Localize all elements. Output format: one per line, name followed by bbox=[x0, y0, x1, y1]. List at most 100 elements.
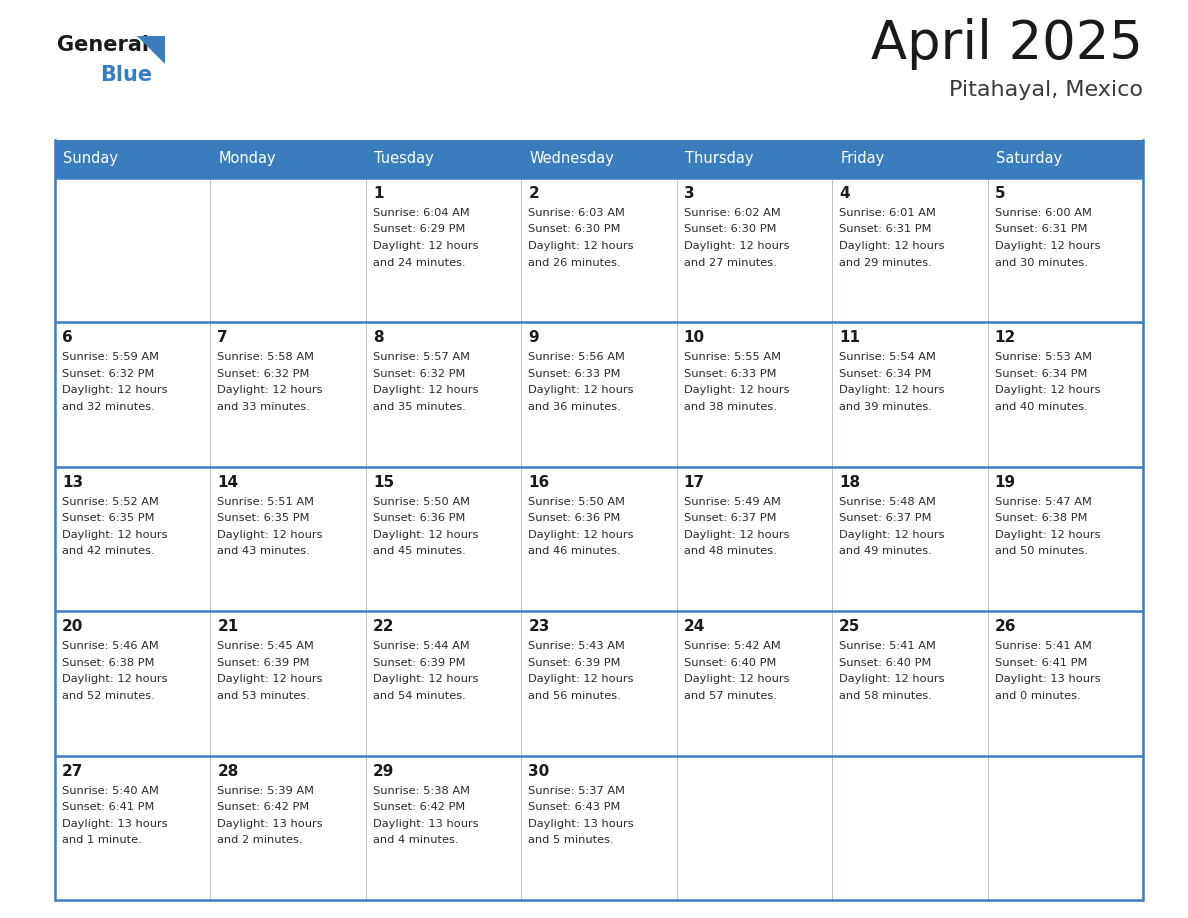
Text: 5: 5 bbox=[994, 186, 1005, 201]
Text: Daylight: 12 hours: Daylight: 12 hours bbox=[684, 386, 789, 396]
Bar bbox=[522, 322, 677, 466]
Text: 21: 21 bbox=[217, 620, 239, 634]
Text: and 50 minutes.: and 50 minutes. bbox=[994, 546, 1087, 556]
Text: Sunset: 6:43 PM: Sunset: 6:43 PM bbox=[529, 802, 620, 812]
Text: and 27 minutes.: and 27 minutes. bbox=[684, 258, 777, 267]
Bar bbox=[987, 322, 1143, 466]
Text: Monday: Monday bbox=[219, 151, 276, 166]
Text: Daylight: 12 hours: Daylight: 12 hours bbox=[839, 241, 944, 251]
Text: Sunrise: 5:58 AM: Sunrise: 5:58 AM bbox=[217, 353, 315, 363]
Text: Daylight: 12 hours: Daylight: 12 hours bbox=[62, 386, 168, 396]
Text: 19: 19 bbox=[994, 475, 1016, 490]
Text: Sunset: 6:33 PM: Sunset: 6:33 PM bbox=[684, 369, 776, 379]
Bar bbox=[677, 756, 832, 900]
Bar bbox=[210, 178, 366, 322]
Bar bbox=[366, 140, 522, 178]
Text: Sunset: 6:31 PM: Sunset: 6:31 PM bbox=[839, 225, 931, 234]
Text: Sunset: 6:40 PM: Sunset: 6:40 PM bbox=[839, 657, 931, 667]
Text: and 46 minutes.: and 46 minutes. bbox=[529, 546, 621, 556]
Text: Daylight: 13 hours: Daylight: 13 hours bbox=[994, 674, 1100, 684]
Bar bbox=[832, 756, 987, 900]
Bar bbox=[522, 140, 677, 178]
Bar bbox=[55, 178, 210, 322]
Text: Daylight: 12 hours: Daylight: 12 hours bbox=[217, 530, 323, 540]
Text: 24: 24 bbox=[684, 620, 706, 634]
Text: Daylight: 12 hours: Daylight: 12 hours bbox=[373, 386, 479, 396]
Text: Sunrise: 5:52 AM: Sunrise: 5:52 AM bbox=[62, 497, 159, 507]
Text: Sunrise: 5:59 AM: Sunrise: 5:59 AM bbox=[62, 353, 159, 363]
Bar bbox=[366, 466, 522, 611]
Text: Sunset: 6:32 PM: Sunset: 6:32 PM bbox=[217, 369, 310, 379]
Text: and 58 minutes.: and 58 minutes. bbox=[839, 690, 933, 700]
Text: Sunset: 6:36 PM: Sunset: 6:36 PM bbox=[373, 513, 466, 523]
Text: Daylight: 12 hours: Daylight: 12 hours bbox=[62, 674, 168, 684]
Bar bbox=[522, 178, 677, 322]
Text: 12: 12 bbox=[994, 330, 1016, 345]
Text: Sunrise: 5:49 AM: Sunrise: 5:49 AM bbox=[684, 497, 781, 507]
Text: Sunday: Sunday bbox=[63, 151, 118, 166]
Text: Thursday: Thursday bbox=[684, 151, 753, 166]
Text: 16: 16 bbox=[529, 475, 550, 490]
Bar bbox=[677, 466, 832, 611]
Text: Sunrise: 6:03 AM: Sunrise: 6:03 AM bbox=[529, 208, 625, 218]
Text: Sunset: 6:35 PM: Sunset: 6:35 PM bbox=[217, 513, 310, 523]
Text: Sunrise: 5:57 AM: Sunrise: 5:57 AM bbox=[373, 353, 470, 363]
Text: Sunrise: 5:40 AM: Sunrise: 5:40 AM bbox=[62, 786, 159, 796]
Bar bbox=[832, 178, 987, 322]
Text: 17: 17 bbox=[684, 475, 704, 490]
Text: Sunset: 6:38 PM: Sunset: 6:38 PM bbox=[62, 657, 154, 667]
Text: and 33 minutes.: and 33 minutes. bbox=[217, 402, 310, 412]
Text: and 53 minutes.: and 53 minutes. bbox=[217, 690, 310, 700]
Text: Daylight: 12 hours: Daylight: 12 hours bbox=[529, 530, 633, 540]
Text: and 45 minutes.: and 45 minutes. bbox=[373, 546, 466, 556]
Bar bbox=[210, 466, 366, 611]
Text: Sunset: 6:41 PM: Sunset: 6:41 PM bbox=[994, 657, 1087, 667]
Text: Sunset: 6:39 PM: Sunset: 6:39 PM bbox=[217, 657, 310, 667]
Text: and 54 minutes.: and 54 minutes. bbox=[373, 690, 466, 700]
Text: Sunrise: 5:38 AM: Sunrise: 5:38 AM bbox=[373, 786, 470, 796]
Text: and 36 minutes.: and 36 minutes. bbox=[529, 402, 621, 412]
Text: 26: 26 bbox=[994, 620, 1016, 634]
Text: Sunrise: 5:45 AM: Sunrise: 5:45 AM bbox=[217, 641, 315, 651]
Text: 23: 23 bbox=[529, 620, 550, 634]
Text: 28: 28 bbox=[217, 764, 239, 778]
Text: 22: 22 bbox=[373, 620, 394, 634]
Bar bbox=[987, 140, 1143, 178]
Text: and 52 minutes.: and 52 minutes. bbox=[62, 690, 154, 700]
Text: Sunset: 6:36 PM: Sunset: 6:36 PM bbox=[529, 513, 620, 523]
Bar bbox=[55, 611, 210, 756]
Text: Sunset: 6:34 PM: Sunset: 6:34 PM bbox=[839, 369, 931, 379]
Text: 6: 6 bbox=[62, 330, 72, 345]
Text: and 2 minutes.: and 2 minutes. bbox=[217, 835, 303, 845]
Bar bbox=[522, 466, 677, 611]
Text: Sunset: 6:32 PM: Sunset: 6:32 PM bbox=[62, 369, 154, 379]
Text: Blue: Blue bbox=[100, 65, 152, 85]
Text: 7: 7 bbox=[217, 330, 228, 345]
Text: 3: 3 bbox=[684, 186, 694, 201]
Text: Sunrise: 5:48 AM: Sunrise: 5:48 AM bbox=[839, 497, 936, 507]
Text: 2: 2 bbox=[529, 186, 539, 201]
Text: and 49 minutes.: and 49 minutes. bbox=[839, 546, 931, 556]
Text: Sunset: 6:31 PM: Sunset: 6:31 PM bbox=[994, 225, 1087, 234]
Text: 15: 15 bbox=[373, 475, 394, 490]
Text: Sunset: 6:41 PM: Sunset: 6:41 PM bbox=[62, 802, 154, 812]
Text: and 35 minutes.: and 35 minutes. bbox=[373, 402, 466, 412]
Text: Sunset: 6:39 PM: Sunset: 6:39 PM bbox=[373, 657, 466, 667]
Text: Sunrise: 5:50 AM: Sunrise: 5:50 AM bbox=[373, 497, 470, 507]
Text: Daylight: 13 hours: Daylight: 13 hours bbox=[62, 819, 168, 829]
Text: April 2025: April 2025 bbox=[871, 18, 1143, 70]
Text: Daylight: 12 hours: Daylight: 12 hours bbox=[373, 674, 479, 684]
Bar bbox=[55, 322, 210, 466]
Bar bbox=[366, 756, 522, 900]
Text: Daylight: 13 hours: Daylight: 13 hours bbox=[217, 819, 323, 829]
Text: Sunrise: 5:50 AM: Sunrise: 5:50 AM bbox=[529, 497, 625, 507]
Text: Sunrise: 6:02 AM: Sunrise: 6:02 AM bbox=[684, 208, 781, 218]
Text: and 42 minutes.: and 42 minutes. bbox=[62, 546, 154, 556]
Bar bbox=[55, 466, 210, 611]
Text: Sunset: 6:32 PM: Sunset: 6:32 PM bbox=[373, 369, 466, 379]
Text: Daylight: 12 hours: Daylight: 12 hours bbox=[373, 530, 479, 540]
Text: Daylight: 13 hours: Daylight: 13 hours bbox=[529, 819, 634, 829]
Text: Pitahayal, Mexico: Pitahayal, Mexico bbox=[949, 80, 1143, 100]
Text: 20: 20 bbox=[62, 620, 83, 634]
Bar bbox=[987, 466, 1143, 611]
